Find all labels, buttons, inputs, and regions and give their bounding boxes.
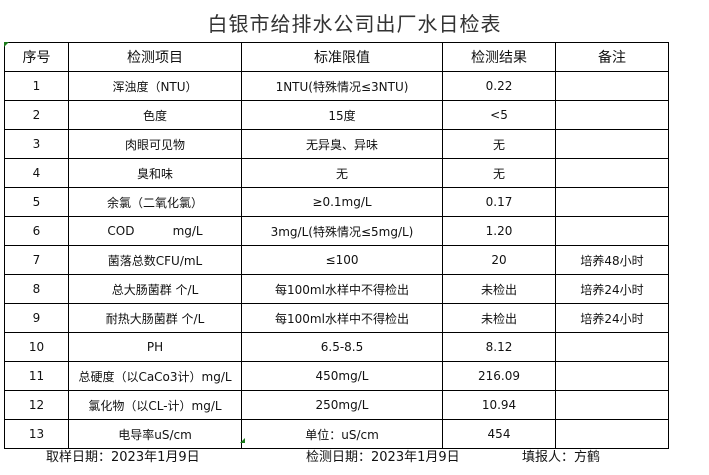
table-cell: 总大肠菌群 个/L [68, 274, 242, 304]
table-cell: 9 [4, 303, 69, 333]
table-row: 12 氯化物（以CL-计）mg/L 250mg/L 10.94 [4, 390, 669, 420]
table-cell: 余氯（二氧化氯） [68, 187, 242, 217]
table-row: 13 电导率uS/cm 单位：uS/cm 454 [4, 419, 669, 449]
table-cell: 7 [4, 245, 69, 275]
table-cell: 色度 [68, 100, 242, 130]
table-cell: 15度 [241, 100, 443, 130]
test-date: 检测日期：2023年1月9日 [306, 450, 460, 465]
table-cell: 单位：uS/cm [241, 419, 443, 449]
table-cell [555, 187, 669, 217]
table-cell: 1 [4, 71, 69, 101]
table-cell: 菌落总数CFU/mL [68, 245, 242, 275]
table-cell: 0.17 [442, 187, 556, 217]
header-cell: 检测结果 [442, 42, 556, 72]
table-cell: 培养24小时 [555, 303, 669, 333]
table-cell: 3 [4, 129, 69, 159]
table-cell: ≥0.1mg/L [241, 187, 443, 217]
table-cell: 每100ml水样中不得检出 [241, 274, 443, 304]
table-row: 5 余氯（二氧化氯） ≥0.1mg/L 0.17 [4, 187, 669, 217]
table-cell [555, 332, 669, 362]
table-cell: 1.20 [442, 216, 556, 246]
table-cell: 无 [442, 129, 556, 159]
table-cell: 20 [442, 245, 556, 275]
table-cell: 250mg/L [241, 390, 443, 420]
reporter: 填报人：方鹤 [522, 450, 601, 465]
table-cell [555, 129, 669, 159]
table-cell: 216.09 [442, 361, 556, 391]
table-cell: 3mg/L(特殊情况≤5mg/L) [241, 216, 443, 246]
table-row: 1 浑浊度（NTU） 1NTU(特殊情况≤3NTU) 0.22 [4, 71, 669, 101]
table-cell: <5 [442, 100, 556, 130]
header-cell: 备注 [555, 42, 669, 72]
table-row: 7 菌落总数CFU/mL ≤100 20 培养48小时 [4, 245, 669, 275]
table-cell: 0.22 [442, 71, 556, 101]
table-cell: COD mg/L [68, 216, 242, 246]
table-cell: 未检出 [442, 303, 556, 333]
table-cell: 8 [4, 274, 69, 304]
table-cell: 10.94 [442, 390, 556, 420]
table-cell: 无异臭、异味 [241, 129, 443, 159]
table-cell: 臭和味 [68, 158, 242, 188]
table-cell: 5 [4, 187, 69, 217]
table-row: 10 PH 6.5-8.5 8.12 [4, 332, 669, 362]
table-cell: 肉眼可见物 [68, 129, 242, 159]
table-cell: 12 [4, 390, 69, 420]
table-cell [555, 419, 669, 449]
table-cell: 2 [4, 100, 69, 130]
table-cell [555, 71, 669, 101]
cell-indicator [240, 438, 245, 443]
header-cell: 序号 [4, 42, 69, 72]
table-cell: 培养24小时 [555, 274, 669, 304]
sampling-date: 取样日期：2023年1月9日 [46, 450, 200, 465]
table-row: 11 总硬度（以CaCo3计）mg/L 450mg/L 216.09 [4, 361, 669, 391]
table-cell: 8.12 [442, 332, 556, 362]
inspection-table: 序号 检测项目 标准限值 检测结果 备注 1 浑浊度（NTU） 1NTU(特殊情况≤… [4, 42, 669, 449]
table-row: 6 COD mg/L 3mg/L(特殊情况≤5mg/L) 1.20 [4, 216, 669, 246]
table-cell: 氯化物（以CL-计）mg/L [68, 390, 242, 420]
table-row: 4 臭和味无无 [4, 158, 669, 188]
table-cell: 1NTU(特殊情况≤3NTU) [241, 71, 443, 101]
table-row: 2 色度 15度 <5 [4, 100, 669, 130]
table-cell: 6.5-8.5 [241, 332, 443, 362]
table-row: 9 耐热大肠菌群 个/L 每100ml水样中不得检出 未检出 培养24小时 [4, 303, 669, 333]
table-cell [555, 158, 669, 188]
table-cell: 4 [4, 158, 69, 188]
table-cell: 电导率uS/cm [68, 419, 242, 449]
table-cell [555, 361, 669, 391]
table-cell: 耐热大肠菌群 个/L [68, 303, 242, 333]
table-row: 8 总大肠菌群 个/L 每100ml水样中不得检出 未检出 培养24小时 [4, 274, 669, 304]
page-title: 白银市给排水公司出厂水日检表 [207, 12, 502, 36]
header-cell: 检测项目 [68, 42, 242, 72]
table-cell: 454 [442, 419, 556, 449]
table-cell: 浑浊度（NTU） [68, 71, 242, 101]
cell-indicator [4, 42, 9, 47]
table-cell [555, 390, 669, 420]
table-cell: 培养48小时 [555, 245, 669, 275]
table-cell: ≤100 [241, 245, 443, 275]
table-cell [555, 216, 669, 246]
header-cell: 标准限值 [241, 42, 443, 72]
table-cell: 总硬度（以CaCo3计）mg/L [68, 361, 242, 391]
table-cell: PH [68, 332, 242, 362]
table-cell: 每100ml水样中不得检出 [241, 303, 443, 333]
table-row: 3 肉眼可见物 无异臭、异味无 [4, 129, 669, 159]
table-cell: 未检出 [442, 274, 556, 304]
table-cell: 450mg/L [241, 361, 443, 391]
table-cell: 无 [241, 158, 443, 188]
table-header: 序号 检测项目 标准限值 检测结果 备注 [4, 42, 669, 72]
table-cell [555, 100, 669, 130]
table-cell: 6 [4, 216, 69, 246]
table-cell: 无 [442, 158, 556, 188]
table-cell: 13 [4, 419, 69, 449]
table-cell: 11 [4, 361, 69, 391]
table-cell: 10 [4, 332, 69, 362]
